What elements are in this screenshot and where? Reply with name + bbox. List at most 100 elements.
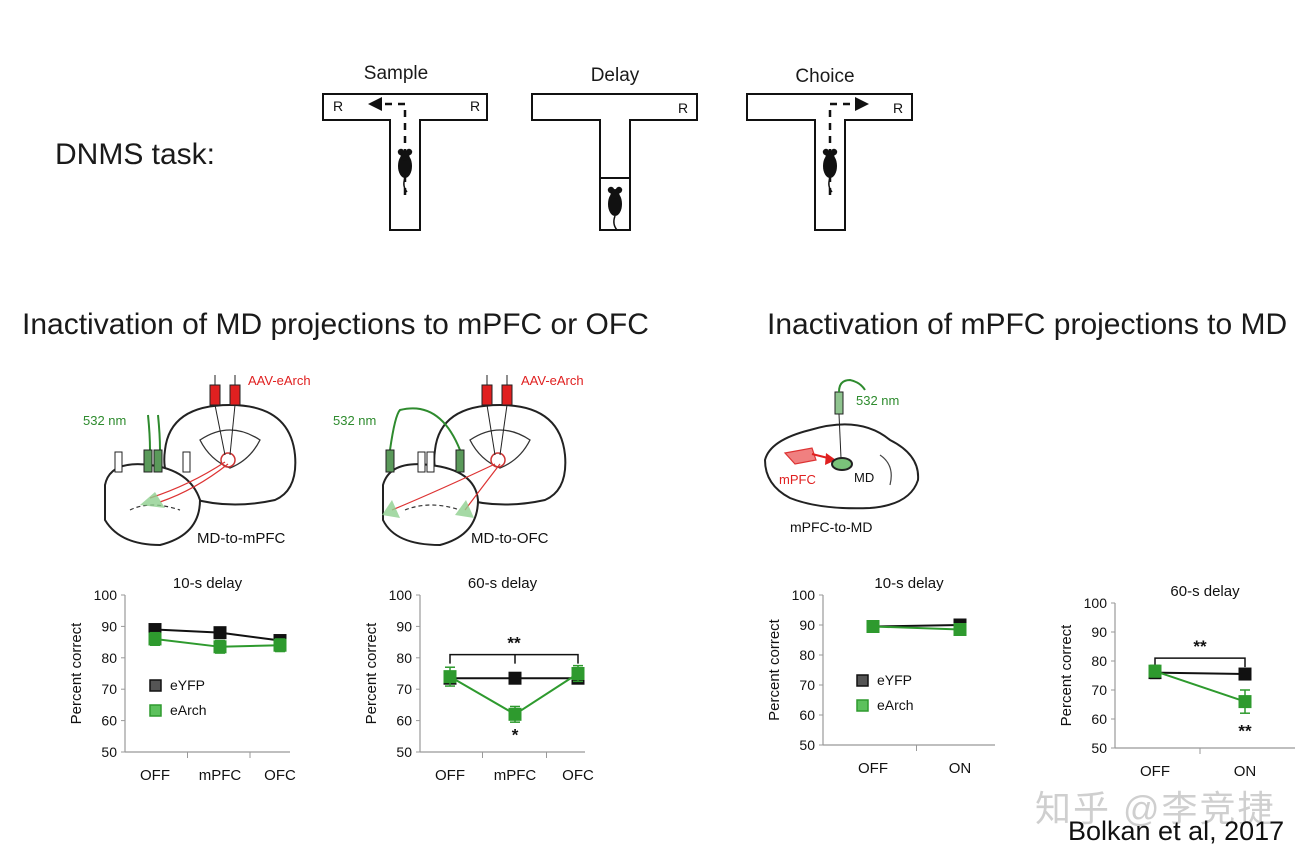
data-point-earch [953, 623, 967, 636]
data-point-eyfp [508, 671, 522, 685]
schematic-md-to-ofc: 532 nm AAV-eArch MD-to-OFC [333, 373, 584, 547]
x-tick-label: OFF [435, 767, 465, 784]
data-point-eyfp [1238, 667, 1252, 681]
significance-label: ** [1238, 722, 1252, 741]
citation: Bolkan et al, 2017 [1068, 816, 1285, 846]
data-point-earch [571, 667, 585, 680]
y-tick-label: 70 [799, 677, 815, 693]
series-line-eyfp [1154, 671, 1246, 676]
legend-swatch-eyfp [856, 674, 869, 687]
y-tick-label: 90 [1091, 624, 1107, 640]
y-tick-label: 80 [101, 650, 117, 666]
watermark: 知乎 @李竞捷 [1035, 788, 1276, 829]
significance-label: ** [1193, 637, 1207, 656]
x-tick-label: OFF [1140, 763, 1170, 780]
y-tick-label: 80 [396, 650, 412, 666]
schematic-md-to-mpfc: 532 nm AAV-eArch MD-to-mPFC [83, 373, 311, 547]
y-tick-label: 50 [101, 744, 117, 760]
y-axis-label: Percent correct [1058, 624, 1075, 727]
reward-label-delay: R [678, 100, 688, 116]
y-tick-label: 80 [1091, 653, 1107, 669]
virus-label-1: AAV-eArch [248, 373, 311, 388]
legend-label-earch: eArch [170, 702, 207, 718]
data-point-earch [148, 632, 162, 646]
chart-title: 10-s delay [173, 575, 243, 592]
significance-label: ** [507, 634, 521, 653]
y-tick-label: 100 [792, 587, 816, 603]
tmaze-delay [531, 93, 698, 231]
series-line-earch [1154, 670, 1246, 703]
reward-label-sample-right: R [470, 98, 480, 114]
y-axis-label: Percent correct [68, 622, 85, 725]
wavelength-label-2: 532 nm [333, 413, 376, 428]
right-section-title: Inactivation of mPFC projections to MD [767, 308, 1288, 341]
y-tick-label: 50 [799, 737, 815, 753]
y-tick-label: 50 [396, 744, 412, 760]
y-tick-label: 80 [799, 647, 815, 663]
virus-label-2: AAV-eArch [521, 373, 584, 388]
phase-label-delay: Delay [590, 65, 640, 86]
chart-md-to-mpfc-ofc-10s: 10-s delay 50 60 70 80 90 100 Percent correct OF… [68, 575, 296, 784]
region-label-md: MD [854, 470, 874, 485]
x-tick-label: OFC [562, 767, 594, 784]
phase-label-choice: Choice [795, 66, 855, 87]
phase-label-sample: Sample [363, 63, 429, 84]
y-axis-label: Percent correct [363, 622, 380, 725]
significance-bracket [449, 653, 579, 664]
wavelength-label-1: 532 nm [83, 413, 126, 428]
significance-bracket [1154, 657, 1246, 668]
legend-label-eyfp: eYFP [170, 677, 205, 693]
schematic-caption-3: mPFC-to-MD [790, 519, 872, 535]
brain-schematics: 532 nm AAV-eArch MD-to-mPFC 532 nm AAV-e… [83, 373, 920, 547]
x-tick-label: OFC [264, 767, 296, 784]
y-tick-label: 60 [101, 713, 117, 729]
y-tick-label: 60 [799, 707, 815, 723]
chart-mpfc-to-md-10s: 10-s delay 50 60 70 80 90 100 Percent correct OF… [766, 575, 995, 777]
data-point-earch [273, 638, 287, 652]
y-tick-label: 90 [799, 617, 815, 633]
y-tick-label: 100 [389, 587, 413, 603]
y-tick-label: 90 [101, 618, 117, 634]
data-point-earch [866, 620, 880, 633]
chart-mpfc-to-md-60s: 60-s delay 50 60 70 80 90 100 Percent correct OF… [1058, 583, 1295, 780]
data-point-earch [1148, 664, 1162, 678]
schematic-caption-2: MD-to-OFC [471, 530, 549, 547]
legend-swatch-eyfp [149, 679, 162, 692]
y-tick-label: 70 [396, 681, 412, 697]
chart-md-to-mpfc-ofc-60s: 60-s delay 50 60 70 80 90 100 Percent correct OF… [363, 575, 594, 784]
x-tick-label: ON [949, 760, 972, 777]
wavelength-label-3: 532 nm [856, 393, 899, 408]
data-point-eyfp [213, 626, 227, 640]
reward-label-choice: R [893, 100, 903, 116]
data-point-earch [213, 640, 227, 654]
y-tick-label: 100 [94, 587, 118, 603]
y-tick-label: 70 [1091, 682, 1107, 698]
series-line-earch [872, 625, 961, 631]
y-tick-label: 70 [101, 681, 117, 697]
left-section-title: Inactivation of MD projections to mPFC o… [22, 308, 649, 341]
x-tick-label: ON [1234, 763, 1257, 780]
legend-swatch-earch [149, 704, 162, 717]
legend-label-eyfp: eYFP [877, 672, 912, 688]
chart-title: 10-s delay [874, 575, 944, 592]
tmaze-sample [322, 93, 488, 231]
data-point-earch [508, 707, 522, 721]
y-tick-label: 60 [396, 713, 412, 729]
y-tick-label: 90 [396, 618, 412, 634]
y-tick-label: 50 [1091, 740, 1107, 756]
tmaze-diagrams: R R R R [322, 93, 913, 231]
y-tick-label: 60 [1091, 711, 1107, 727]
significance-label: * [512, 726, 519, 745]
x-tick-label: OFF [858, 760, 888, 777]
legend-label-earch: eArch [877, 697, 914, 713]
x-tick-label: mPFC [494, 767, 537, 784]
chart-title: 60-s delay [468, 575, 538, 592]
data-point-earch [1238, 695, 1252, 709]
region-label-mpfc: mPFC [779, 472, 816, 487]
y-axis-label: Percent correct [766, 618, 783, 721]
y-tick-label: 100 [1084, 595, 1108, 611]
schematic-caption-1: MD-to-mPFC [197, 530, 285, 547]
legend-swatch-earch [856, 699, 869, 712]
chart-title: 60-s delay [1170, 583, 1240, 600]
dnms-task-label: DNMS task: [55, 138, 216, 171]
